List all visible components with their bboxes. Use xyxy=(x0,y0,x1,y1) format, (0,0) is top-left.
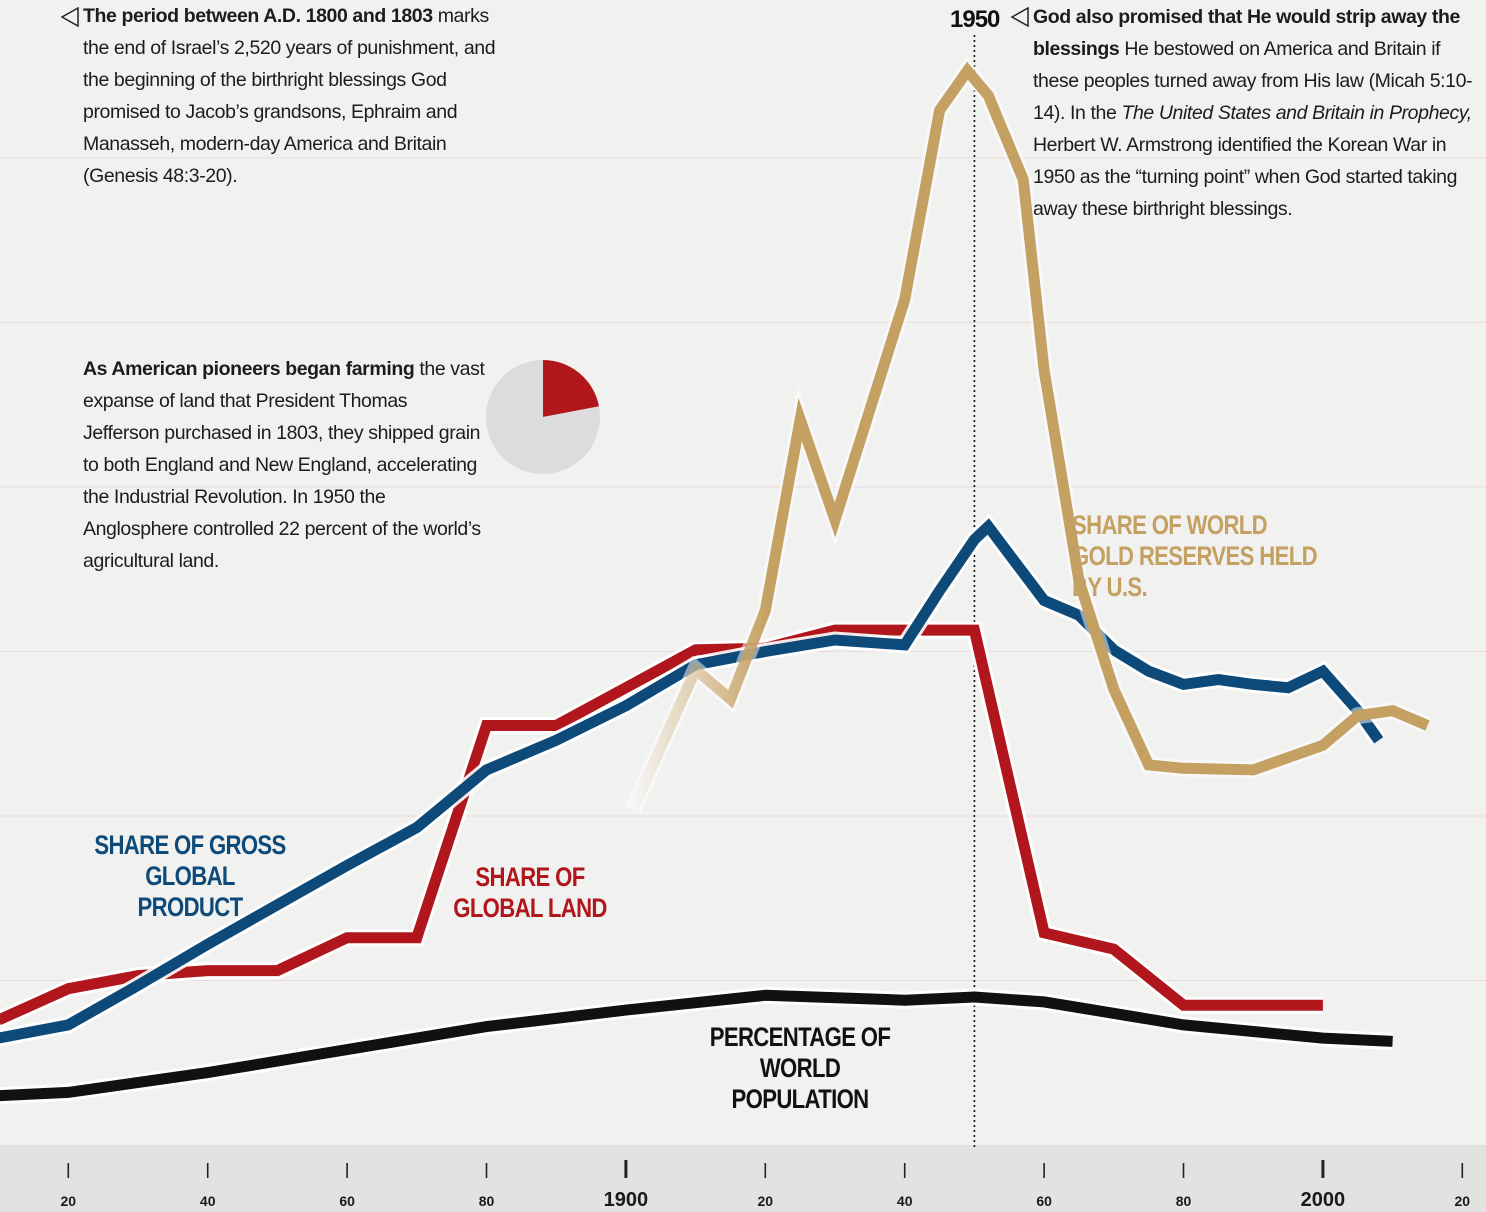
series-label: SHARE OF GLOBAL LAND xyxy=(453,862,607,923)
annotation-run: marks the end of Israel’s 2,520 years of… xyxy=(83,5,496,187)
line-halo xyxy=(0,513,1386,1047)
x-tick-label: 80 xyxy=(1176,1193,1192,1209)
line-series xyxy=(0,518,1384,1044)
x-tick-label: 40 xyxy=(897,1193,913,1209)
line-series xyxy=(0,624,1323,1026)
x-tick-label: 60 xyxy=(339,1193,355,1209)
annotation-run: God also promised that He would strip aw… xyxy=(1033,6,1460,60)
axis-band xyxy=(0,1145,1486,1212)
x-tick-label: 40 xyxy=(200,1193,216,1209)
arrow xyxy=(60,6,79,28)
annotation: As American pioneers began farming the v… xyxy=(83,353,488,577)
annotation-run: The period between A.D. 1800 and 1803 xyxy=(83,5,433,27)
annotation-run: He bestowed on America and Britain if th… xyxy=(1033,38,1473,124)
series-label: SHARE OF WORLD GOLD RESERVES HELD BY U.S… xyxy=(1072,510,1318,602)
line-series xyxy=(627,61,1430,812)
pie-slice xyxy=(543,360,599,417)
annotation: God also promised that He would strip aw… xyxy=(1033,1,1483,225)
series-label: PERCENTAGE OF WORLD POPULATION xyxy=(709,1022,891,1114)
annotation-run: The United States and Britain in Prophec… xyxy=(1121,102,1472,124)
annotation-run: Herbert W. Armstrong identified the Kore… xyxy=(1033,134,1458,220)
x-tick-label: 60 xyxy=(1036,1193,1052,1209)
x-tick-label: 1900 xyxy=(604,1189,649,1211)
line-series xyxy=(0,989,1393,1102)
pie-slice xyxy=(486,360,601,475)
series-label: SHARE OF GROSS GLOBAL PRODUCT xyxy=(94,830,286,922)
marker-label: 1950 xyxy=(950,6,1000,33)
x-tick-label: 20 xyxy=(61,1193,77,1209)
x-tick-label: 20 xyxy=(758,1193,774,1209)
x-tick-label: 80 xyxy=(479,1193,495,1209)
x-tick-label: 2000 xyxy=(1301,1189,1346,1211)
arrow xyxy=(1010,6,1029,28)
annotation-run: the vast expanse of land that President … xyxy=(83,358,485,572)
annotation: The period between A.D. 1800 and 1803 ma… xyxy=(83,0,508,192)
annotation-run: As American pioneers began farming xyxy=(83,358,415,380)
x-tick-label: 20 xyxy=(1455,1193,1471,1209)
